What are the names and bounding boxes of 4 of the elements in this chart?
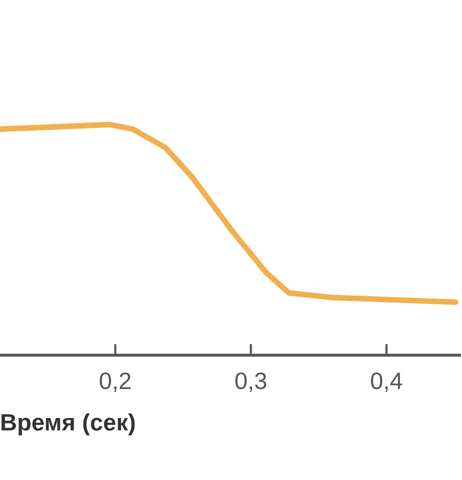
x-tick-label: 0,4 <box>370 372 402 392</box>
x-tick-label: 0,3 <box>235 372 266 392</box>
x-axis-title: Время (сек) <box>2 413 135 436</box>
x-tick-label: 0,2 <box>100 372 130 392</box>
